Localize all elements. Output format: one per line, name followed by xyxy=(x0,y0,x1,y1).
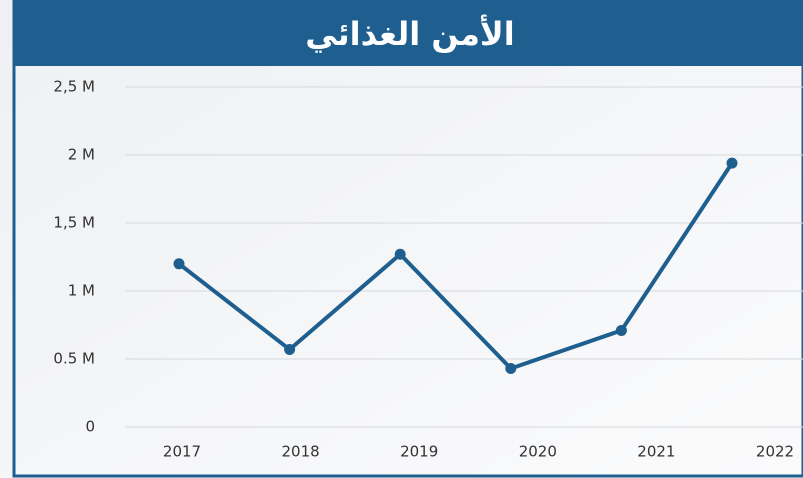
y-tick-label: 0 xyxy=(85,418,95,436)
x-tick-label: 2022 xyxy=(756,443,794,461)
y-tick-label: 1,5 M xyxy=(53,214,95,232)
point xyxy=(726,157,738,169)
point xyxy=(615,324,627,336)
chart-title: الأمن الغذائي xyxy=(305,14,514,53)
point xyxy=(284,343,296,355)
y-tick-label: 0.5 M xyxy=(53,350,95,368)
x-tick-label: 2021 xyxy=(637,443,675,461)
point xyxy=(505,363,517,375)
line xyxy=(177,162,734,371)
y-tick-label: 1 M xyxy=(68,282,95,300)
title-bar xyxy=(14,0,803,66)
x-tick-label: 2020 xyxy=(519,443,557,461)
point xyxy=(394,248,406,260)
y-tick-label: 2 M xyxy=(68,146,95,164)
point xyxy=(173,258,185,270)
y-tick-label: 2,5 M xyxy=(53,78,95,96)
x-tick-label: 2019 xyxy=(400,443,438,461)
x-tick-label: 2017 xyxy=(163,443,201,461)
frame xyxy=(12,0,803,478)
x-tick-label: 2018 xyxy=(282,443,320,461)
